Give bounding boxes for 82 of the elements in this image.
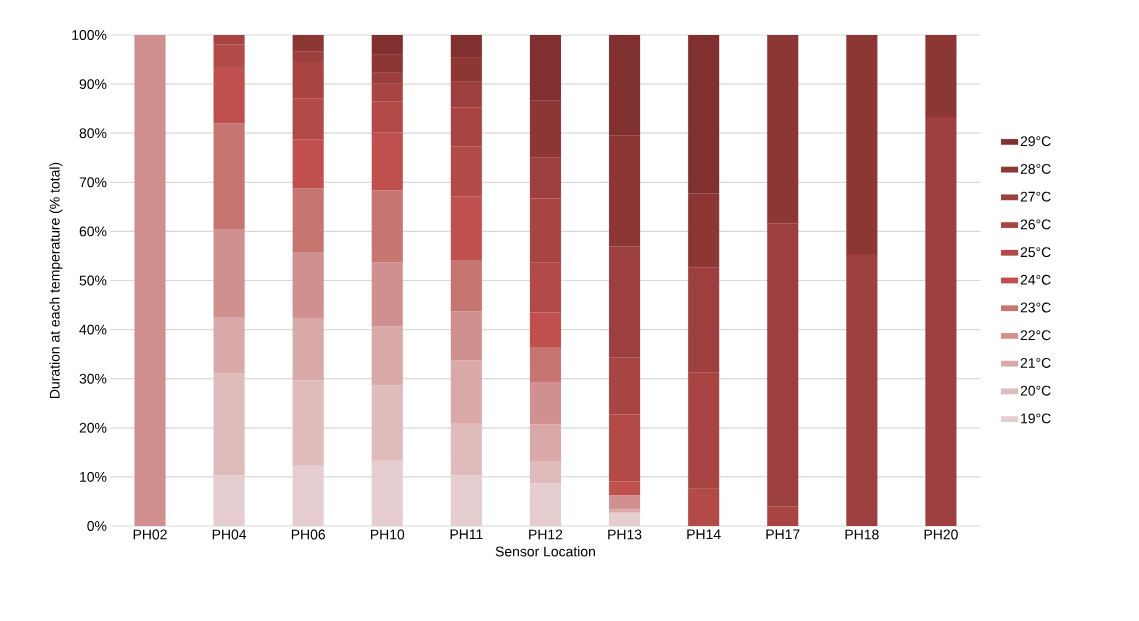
y-axis-title: Duration at each temperature (% total)	[49, 162, 63, 398]
x-axis-title: Sensor Location	[495, 546, 595, 557]
bar	[450, 196, 482, 261]
bar	[213, 228, 245, 318]
bar	[213, 373, 245, 476]
bar	[371, 262, 403, 327]
bar	[292, 35, 324, 52]
x-tick-label: PH20	[924, 529, 958, 540]
bar	[529, 347, 562, 383]
legend-label: 24°C	[1020, 274, 1051, 285]
x-tick-label: PH04	[212, 529, 247, 540]
bar	[292, 318, 324, 381]
y-tick-label: 90%	[79, 79, 107, 90]
y-tick-label: 40%	[79, 324, 107, 335]
y-tick-label: 0%	[87, 521, 107, 531]
bar	[371, 190, 403, 263]
bar	[450, 57, 482, 82]
bar	[608, 135, 641, 247]
bar	[371, 35, 403, 55]
bar	[292, 251, 324, 319]
bar	[529, 312, 562, 348]
legend-label: 25°C	[1020, 247, 1051, 258]
legend-label: 28°C	[1020, 164, 1051, 174]
legend-label: 22°C	[1020, 330, 1051, 341]
x-tick-label: PH02	[133, 529, 167, 540]
bar	[292, 139, 324, 189]
legend-label: 21°C	[1020, 358, 1051, 368]
bar	[213, 475, 245, 526]
legend-label: 26°C	[1020, 219, 1051, 230]
bar	[450, 360, 482, 423]
bar	[213, 123, 245, 229]
y-tick-label: 100%	[72, 30, 107, 40]
bar	[450, 475, 482, 526]
bar	[608, 495, 641, 510]
bar	[450, 260, 482, 312]
x-tick-label: PH18	[845, 529, 879, 540]
legend-label: 19°C	[1021, 413, 1051, 424]
x-tick-label: PH06	[291, 529, 326, 540]
bar	[450, 422, 482, 476]
bar	[371, 385, 403, 461]
bar	[608, 481, 641, 496]
bar	[450, 311, 482, 361]
bar	[925, 35, 957, 118]
y-tick-label: 10%	[80, 471, 107, 482]
x-tick-label: PH10	[370, 529, 405, 540]
x-tick-label: PH13	[608, 529, 642, 540]
legend-label: 27°C	[1020, 191, 1051, 202]
bar	[846, 35, 878, 255]
bar	[213, 67, 245, 124]
bar	[371, 460, 403, 526]
x-tick-label: PH17	[766, 529, 800, 540]
legend-label: 23°C	[1020, 302, 1051, 313]
y-tick-label: 80%	[79, 128, 107, 139]
bar	[371, 326, 403, 386]
bar	[529, 35, 562, 101]
x-tick-label: PH12	[529, 529, 563, 540]
bar	[213, 317, 245, 374]
bar	[529, 382, 562, 425]
bar	[371, 132, 403, 191]
bar	[608, 35, 641, 136]
x-tick-label: PH14	[687, 529, 721, 540]
bar	[529, 483, 561, 526]
y-tick-label: 50%	[79, 275, 107, 286]
bar	[134, 35, 166, 526]
bar	[292, 380, 324, 466]
bar	[529, 461, 562, 484]
y-tick-label: 20%	[79, 422, 107, 433]
bar	[529, 100, 562, 158]
legend-label: 20°C	[1020, 385, 1051, 396]
bar	[450, 35, 482, 58]
bar	[688, 35, 720, 194]
y-tick-label: 70%	[79, 177, 107, 188]
bar	[371, 54, 403, 73]
x-tick-label: PH11	[450, 529, 483, 540]
bar	[529, 424, 562, 462]
bar	[688, 193, 720, 268]
bar	[767, 35, 799, 224]
y-tick-label: 30%	[79, 373, 107, 384]
bar	[292, 188, 324, 253]
legend-label: 29°C	[1020, 136, 1051, 147]
y-tick-label: 60%	[79, 226, 107, 237]
bar	[292, 465, 324, 526]
